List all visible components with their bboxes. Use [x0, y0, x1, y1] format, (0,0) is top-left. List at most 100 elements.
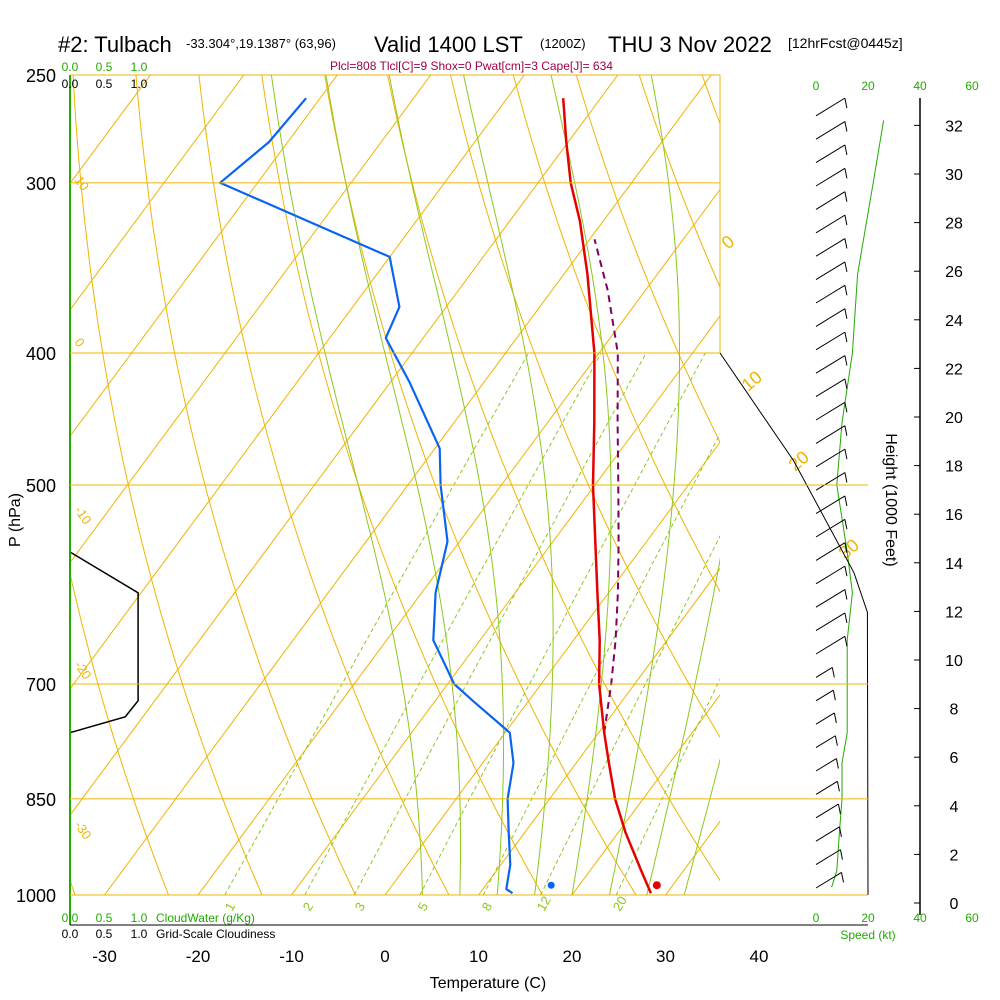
wind-barb	[815, 214, 846, 234]
wind-barb-flag	[844, 332, 848, 343]
mixing-ratio-line	[482, 432, 720, 895]
moist-adiabat-line	[608, 75, 680, 895]
wind-barb-flag	[844, 355, 848, 366]
height-tick-label: 8	[950, 702, 959, 719]
wind-barb-flag	[844, 168, 848, 179]
wind-barb-flag	[831, 667, 835, 678]
wind-barb	[815, 758, 837, 772]
dry-adiabat-label: -10	[72, 503, 95, 527]
wind-barb	[815, 355, 846, 374]
dry-adiabat-label: 30	[835, 535, 863, 563]
dry-adiabat-label: -20	[72, 658, 95, 682]
wind-barb	[815, 542, 846, 561]
wind-barb	[815, 378, 846, 398]
mixing-ratio-line	[419, 352, 706, 895]
wind-barb	[815, 803, 839, 819]
wind-barb-flag	[833, 712, 837, 724]
valid-time: Valid 1400 LST	[374, 32, 523, 57]
speed-tick-top: 60	[965, 79, 979, 93]
dry-adiabat-line	[261, 75, 544, 895]
wind-barb-flag	[832, 690, 836, 701]
wind-barb	[815, 308, 846, 327]
isotherm-line	[478, 567, 720, 895]
height-tick-label: 2	[950, 847, 959, 864]
wind-barb	[815, 401, 846, 421]
wind-barb	[815, 565, 846, 585]
temperature-tick-label: 40	[750, 947, 769, 966]
dry-adiabat-line	[198, 75, 450, 895]
cloudiness-tick-bottom: 1.0	[131, 927, 148, 941]
wind-barb-flag	[844, 495, 848, 507]
height-tick-label: 22	[945, 361, 963, 378]
wind-barb-flag	[844, 285, 848, 296]
cloudiness-tick-top: 0.0	[62, 77, 79, 91]
height-tick-label: 28	[945, 216, 963, 233]
height-tick-label: 32	[945, 118, 963, 135]
moist-adiabat-line	[683, 758, 720, 895]
wind-barb-flag	[844, 144, 848, 156]
mixing-ratio-label: 5	[415, 900, 432, 914]
wind-barb	[815, 261, 846, 281]
pressure-tick-label: 1000	[16, 886, 56, 906]
dry-adiabat-line	[756, 51, 1000, 924]
dry-adiabat-label: 10	[738, 367, 766, 395]
dry-adiabat-line	[324, 75, 637, 895]
wind-barb-flag	[844, 425, 848, 436]
height-tick-label: 26	[945, 264, 963, 281]
cloudiness-tick-bottom: 0.5	[96, 927, 113, 941]
wind-barb	[815, 144, 846, 164]
isotherm-line	[70, 75, 245, 311]
wind-barb	[815, 871, 842, 889]
temperature-tick-label: 30	[656, 947, 675, 966]
moist-adiabat-line	[388, 75, 504, 895]
pressure-tick-label: 400	[26, 344, 56, 364]
wind-barb-flag	[844, 612, 848, 624]
wind-barb-flag	[841, 872, 844, 883]
valid-date: THU 3 Nov 2022	[608, 32, 772, 57]
wind-barb-flag	[839, 849, 843, 860]
mixing-ratio-label: 2	[300, 900, 317, 914]
height-tick-label: 14	[945, 556, 963, 573]
wind-barb	[815, 780, 838, 795]
speed-tick-bottom: 20	[861, 911, 875, 925]
wind-barb-flag	[844, 449, 848, 460]
wind-speed-profile	[831, 120, 885, 888]
temperature-tick-label: -10	[279, 947, 304, 966]
temperature-tick-label: -30	[92, 947, 117, 966]
wind-barb-flag	[844, 215, 848, 226]
wind-barb	[815, 689, 834, 702]
moist-adiabat-line	[463, 75, 554, 895]
station-coords: -33.304°,19.1387° (63,96)	[186, 36, 336, 51]
wind-barb	[815, 735, 836, 749]
dry-adiabat-line	[818, 51, 1000, 924]
wind-barb	[815, 331, 846, 351]
surface-temperature-dot	[652, 881, 661, 890]
wind-barb-flag	[844, 191, 848, 202]
cloudiness-tick-top: 0.5	[96, 77, 113, 91]
speed-tick-bottom: 60	[965, 911, 979, 925]
wind-barb	[815, 448, 846, 468]
isotherm-line	[571, 694, 720, 895]
wind-barb	[815, 589, 846, 608]
mixing-ratio-label: 3	[352, 900, 369, 914]
speed-tick-top: 0	[813, 79, 820, 93]
height-tick-label: 10	[945, 653, 963, 670]
height-tick-label: 30	[945, 167, 963, 184]
wind-barb-flag	[837, 803, 841, 815]
temperature-tick-label: 20	[563, 947, 582, 966]
cloudwater-tick-top: 0.5	[96, 60, 113, 74]
cloudiness-profile	[69, 551, 139, 895]
dry-adiabat-line	[387, 75, 720, 882]
height-tick-label: 0	[950, 896, 959, 913]
wind-barb-flag	[844, 98, 848, 109]
height-tick-label: 24	[945, 313, 963, 330]
height-tick-label: 12	[945, 604, 963, 621]
wind-barb-flag	[844, 308, 848, 319]
dewpoint-profile	[219, 97, 515, 895]
wind-barb-flag	[844, 238, 848, 249]
dry-adiabat-line	[135, 75, 357, 895]
cloudwater-tick-top: 1.0	[131, 60, 148, 74]
wind-barb	[815, 284, 846, 304]
dry-adiabat-label: 0	[72, 335, 88, 350]
